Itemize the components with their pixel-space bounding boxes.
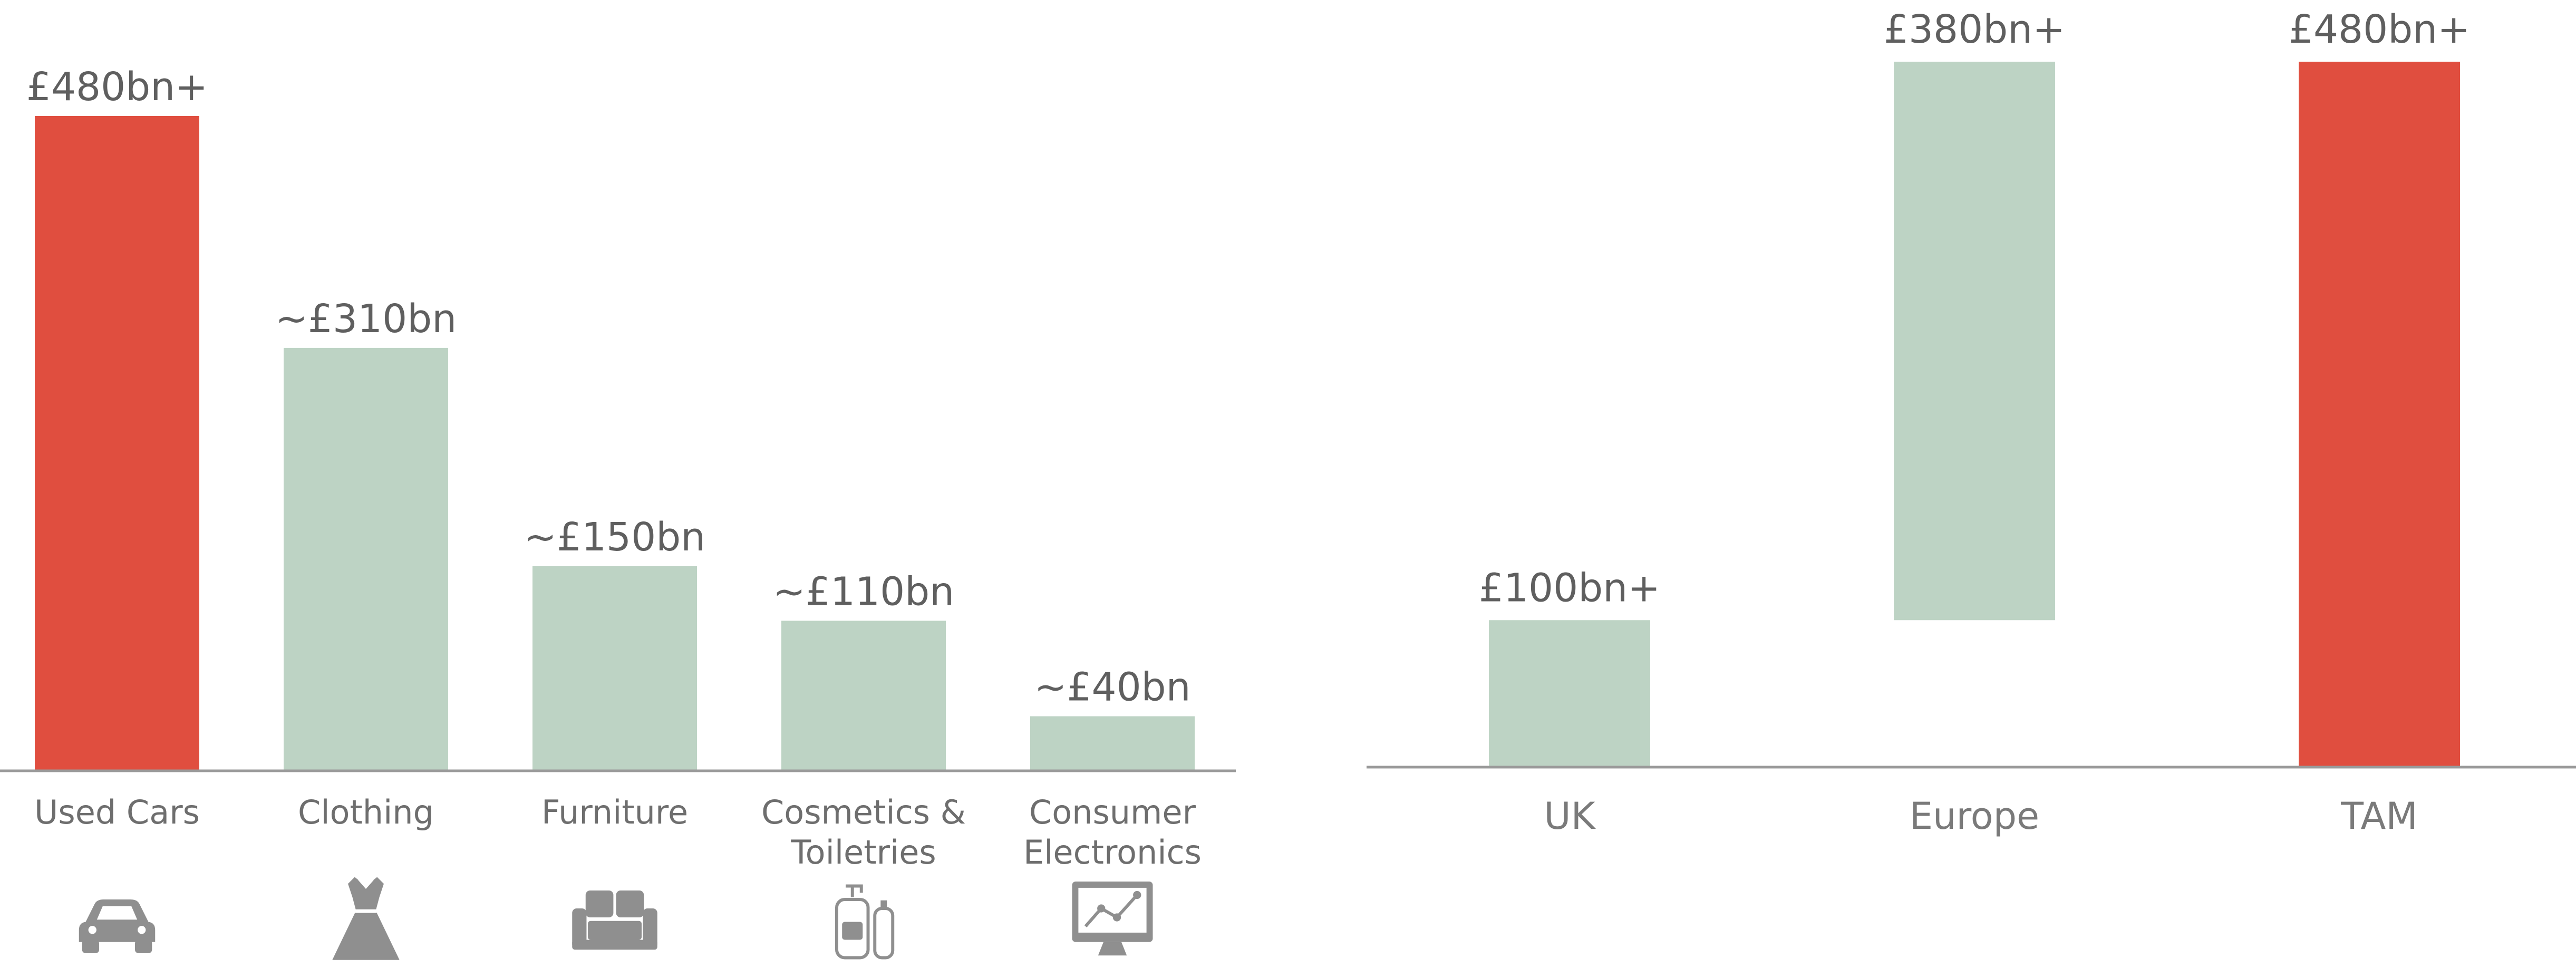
cosmetics-icon [835,884,895,960]
bar-tam [2299,62,2460,767]
monitor-icon [1072,882,1153,956]
category-label-uk: UK [1544,795,1596,838]
data-label-clothing: ~£310bn [275,296,457,342]
bar-uk [1489,620,1650,767]
data-label-furniture: ~£150bn [524,515,705,560]
bar-europe [1894,62,2055,621]
data-label-used-cars: £480bn+ [26,64,208,110]
category-label-europe: Europe [1910,795,2039,838]
data-label-europe: £380bn+ [1884,7,2065,52]
sofa-icon [572,890,657,950]
category-label-used-cars: Used Cars [34,793,200,831]
car-icon [79,899,156,953]
data-label-cosmetics-toiletries: ~£110bn [773,569,954,614]
data-label-uk: £100bn+ [1479,565,1660,611]
category-label-tam: TAM [2340,795,2418,838]
category-label-consumer-electronics: Consumer Electronics [1023,793,1202,872]
bar-furniture [532,566,697,771]
category-market-chart: £480bn+ Used Cars ~£310bn Clothing ~£150bn Fu… [0,64,1236,960]
category-label-clothing: Clothing [298,793,434,831]
bar-cosmetics-toiletries [781,621,946,771]
bar-clothing [284,347,448,771]
category-label-furniture: Furniture [541,793,688,831]
tam-waterfall-chart: £100bn+ UK £380bn+ Europe £480bn+ TAM [1367,7,2576,838]
data-label-consumer-electronics: ~£40bn [1034,665,1190,710]
category-label-cosmetics-toiletries: Cosmetics & Toiletries [761,793,966,872]
bar-consumer-electronics [1030,716,1195,771]
data-label-tam: £480bn+ [2289,7,2470,52]
bar-used-cars [35,116,199,771]
dress-icon [332,877,400,960]
